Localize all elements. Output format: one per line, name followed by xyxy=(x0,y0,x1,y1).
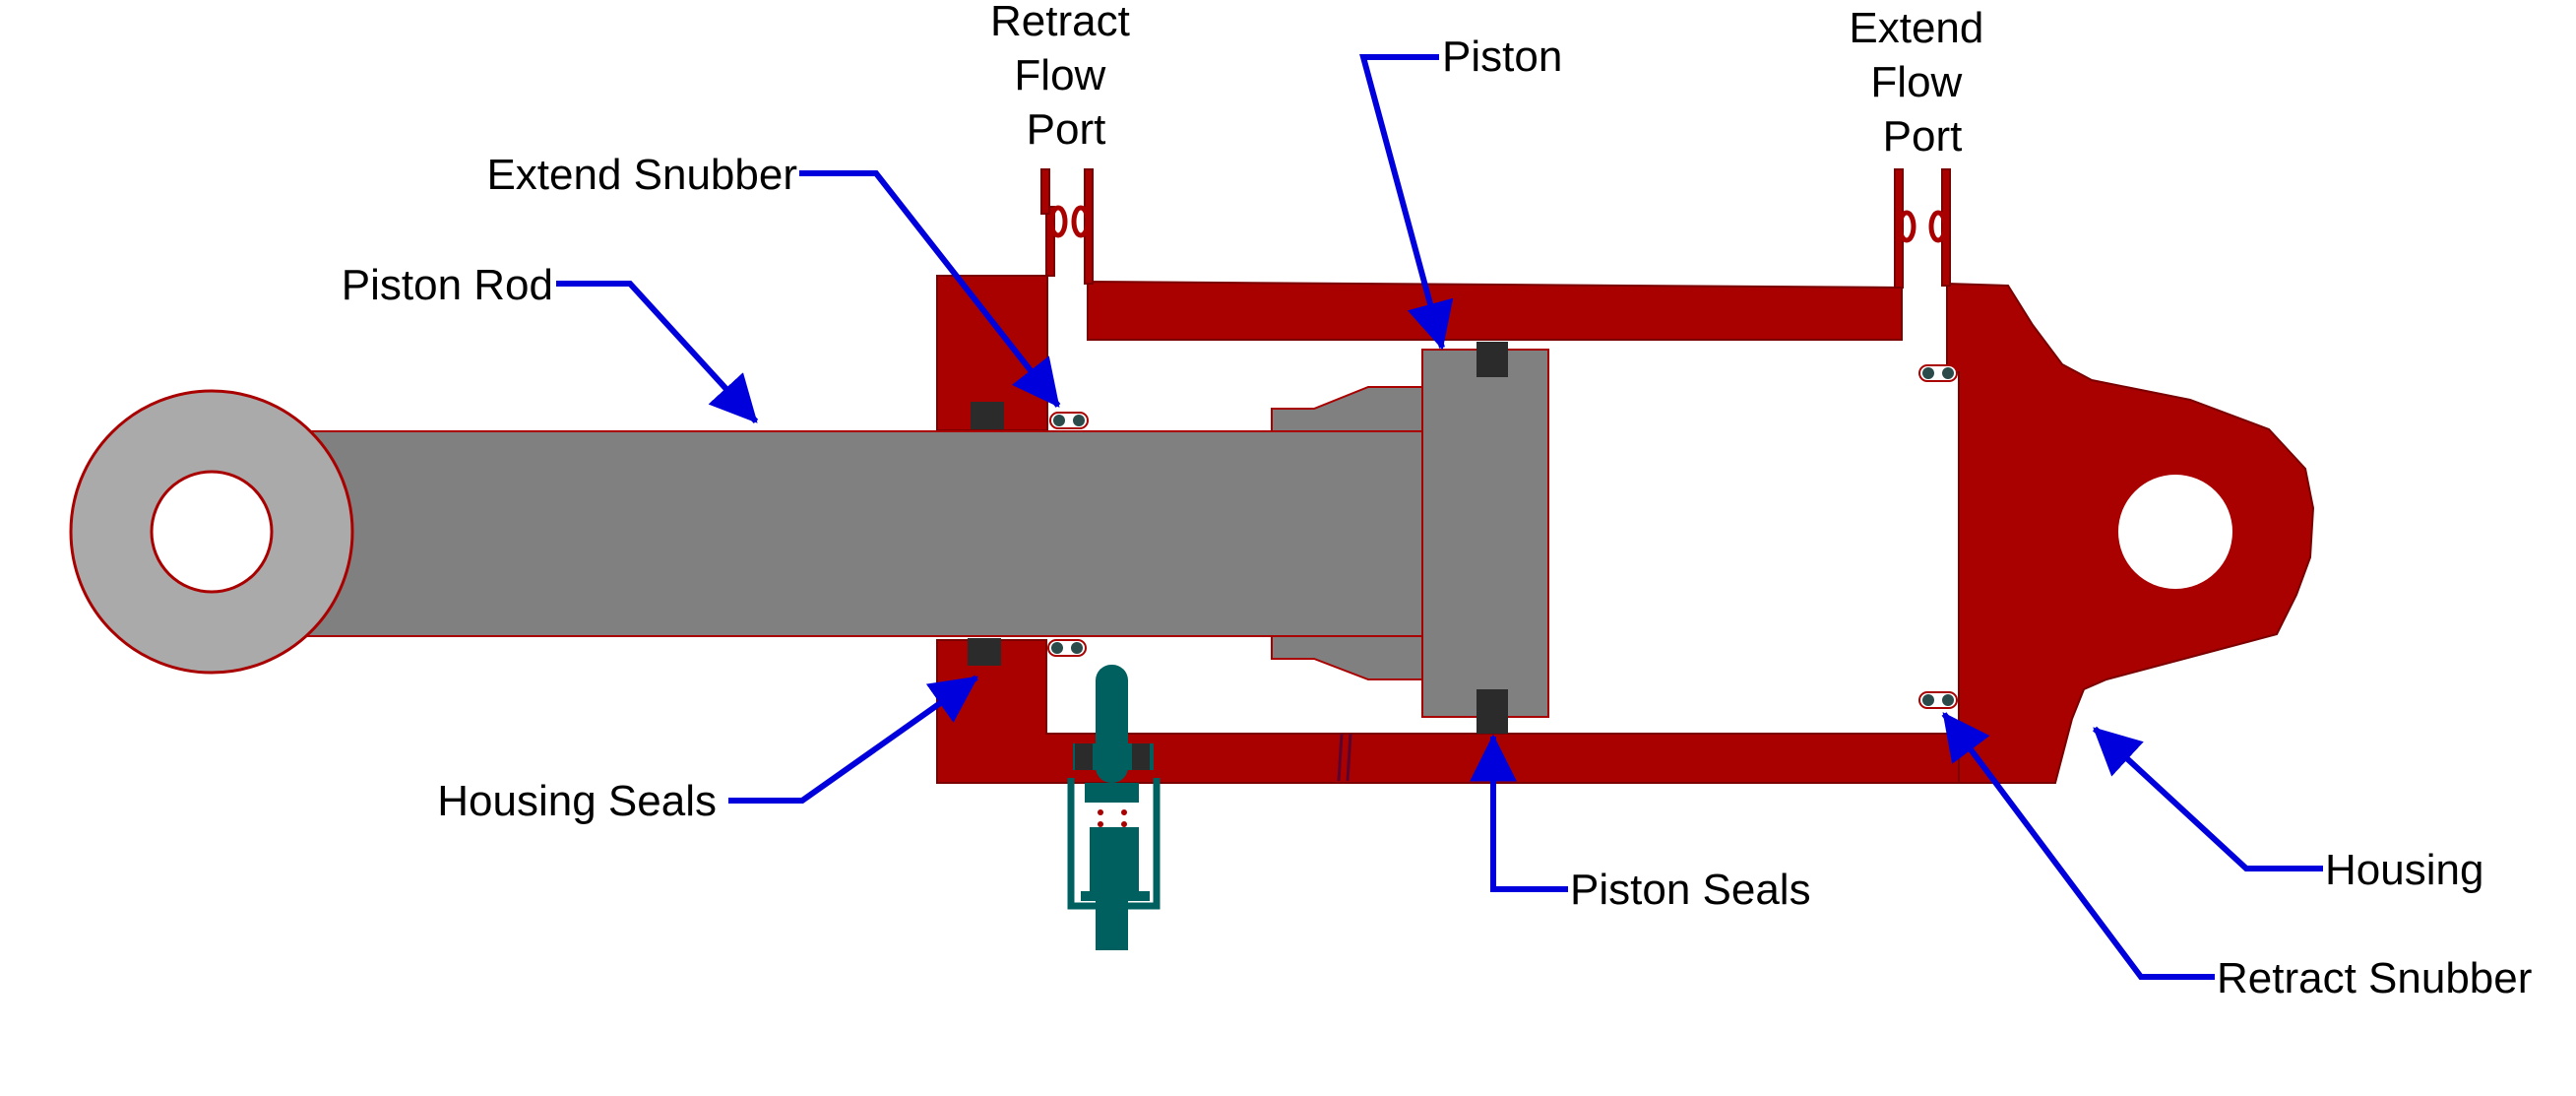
extend-snubber-label: Extend Snubber xyxy=(486,151,797,199)
piston-seal-upper xyxy=(1476,342,1508,377)
piston-seals-leader xyxy=(1470,734,1568,892)
seals xyxy=(968,342,1508,734)
labels: Retract Flow Port Extend Flow Port Pisto… xyxy=(342,0,2533,1002)
retract-snubber-lower xyxy=(1918,691,1958,709)
housing-label: Housing xyxy=(2325,846,2483,894)
housing-seal-upper xyxy=(971,402,1004,429)
retract-flow-port-label: Retract Flow Port xyxy=(990,0,1142,154)
piston-seal-lower xyxy=(1476,689,1508,734)
piston-label: Piston xyxy=(1442,32,1562,81)
extend-snubber-upper xyxy=(1049,412,1089,429)
valve-outlet xyxy=(1096,891,1128,950)
housing-seals-leader xyxy=(728,675,978,804)
rod-eye-hole xyxy=(150,470,274,594)
leader-lines xyxy=(556,54,2323,980)
piston-rod-leader xyxy=(556,281,759,424)
retract-snubber-leader xyxy=(1941,712,2215,980)
housing-seal-lower xyxy=(968,638,1001,666)
extend-snubber-lower xyxy=(1047,639,1087,657)
piston-hub-upper xyxy=(1271,386,1423,432)
housing-leader xyxy=(2092,726,2323,871)
snubbers xyxy=(1047,364,1958,709)
housing-seals-label: Housing Seals xyxy=(437,777,717,825)
piston-head xyxy=(1421,349,1549,718)
housing-top-wall xyxy=(1087,280,1903,341)
piston-rod-label: Piston Rod xyxy=(342,261,553,309)
piston-leader xyxy=(1359,54,1454,351)
extend-flow-port-label: Extend Flow Port xyxy=(1849,4,1995,161)
housing-mount-hole xyxy=(2118,475,2232,589)
piston-rod-body xyxy=(294,430,1428,637)
retract-snubber-upper xyxy=(1918,364,1958,382)
piston-seals-label: Piston Seals xyxy=(1570,866,1811,914)
piston-hub-lower xyxy=(1271,635,1423,680)
retract-snubber-label: Retract Snubber xyxy=(2217,954,2532,1002)
piston-rod-assembly xyxy=(69,349,1549,718)
port-fitting-rings xyxy=(1048,205,1948,243)
housing-wall-marks xyxy=(1337,733,1352,782)
extend-snubber-leader xyxy=(799,170,1061,408)
relief-valve xyxy=(1067,665,1161,950)
